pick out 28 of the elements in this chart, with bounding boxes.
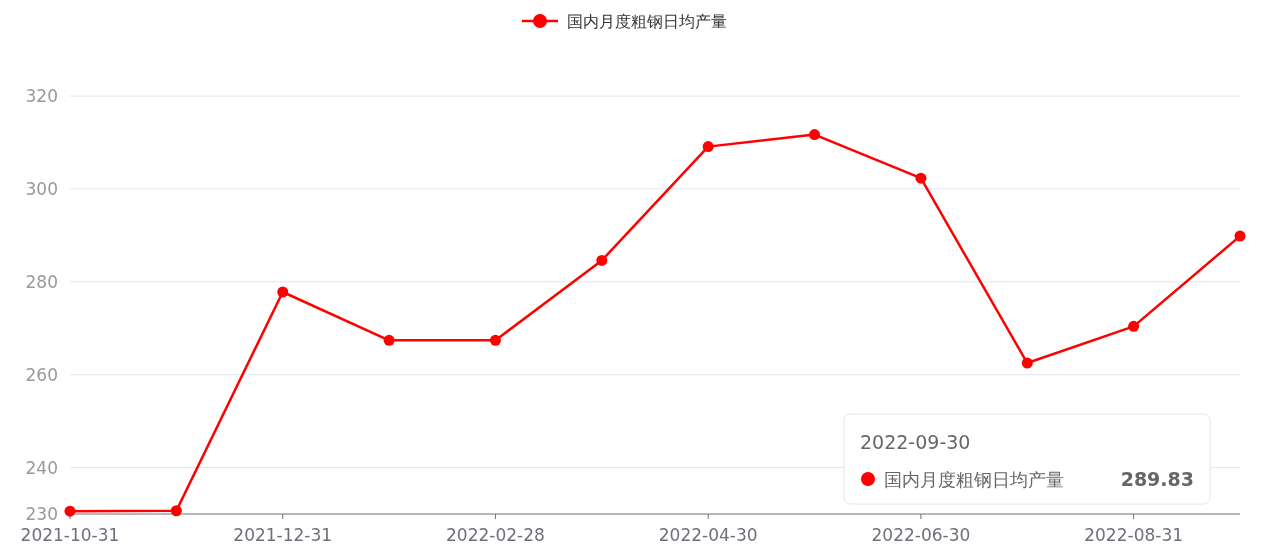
x-tick-label: 2021-10-31 xyxy=(20,525,120,545)
x-tick-label: 2021-12-31 xyxy=(233,525,333,545)
y-tick-label: 300 xyxy=(25,178,58,199)
point xyxy=(809,129,821,141)
point xyxy=(702,141,714,153)
point xyxy=(1128,320,1140,332)
point xyxy=(383,334,395,346)
annotation: 2022-09-30 xyxy=(860,431,971,453)
y-tick-label: 230 xyxy=(25,504,58,524)
legend-label: 国内月度粗钢日均产量 xyxy=(567,12,727,31)
point xyxy=(64,505,76,517)
y-tick-label: 280 xyxy=(25,271,58,292)
y-tick-label: 320 xyxy=(25,86,58,106)
x-tick-label: 2022-04-30 xyxy=(658,525,758,545)
x-tick-label: 2022-06-30 xyxy=(871,525,971,545)
tooltip: 2022-09-30 国内月度粗钢日均产量 289.83 xyxy=(843,413,1211,505)
y-tick-label: 260 xyxy=(25,364,58,385)
point xyxy=(915,172,927,184)
x-tick-label: 2022-02-28 xyxy=(446,525,545,545)
point xyxy=(1021,357,1033,369)
y-tick-label: 240 xyxy=(25,457,58,478)
point xyxy=(596,254,608,266)
point xyxy=(1234,230,1246,242)
point xyxy=(489,334,501,346)
point xyxy=(277,286,289,298)
x-tick-label: 2022-08-31 xyxy=(1084,525,1184,545)
point xyxy=(170,505,182,517)
legend: 国内月度粗钢日均产量 xyxy=(522,12,727,31)
